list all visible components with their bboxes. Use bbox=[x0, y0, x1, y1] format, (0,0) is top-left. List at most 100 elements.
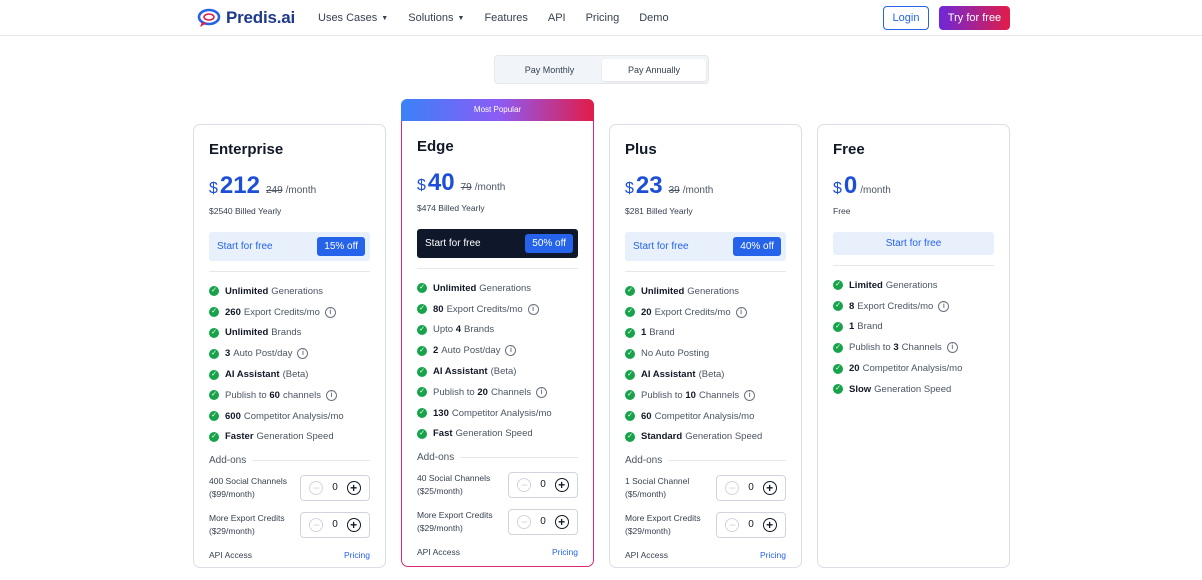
info-icon[interactable]: i bbox=[735, 306, 747, 318]
price-amount: 212 bbox=[219, 172, 260, 199]
billed-yearly: $2540 Billed Yearly bbox=[209, 206, 282, 216]
start-for-free-button[interactable]: Start for free bbox=[833, 232, 994, 255]
check-circle-icon: ✓ bbox=[833, 342, 843, 353]
price-row: $212 249/month bbox=[209, 172, 370, 199]
plan-card-plus: Plus $23 39/month $281 Billed Yearly Start f… bbox=[609, 124, 802, 568]
feature-item: ✓ Unlimited Generations bbox=[209, 281, 370, 302]
start-for-free-button[interactable]: Start for free 15% off bbox=[209, 232, 370, 261]
api-pricing-link[interactable]: Pricing bbox=[344, 550, 370, 561]
minus-icon[interactable]: − bbox=[517, 477, 532, 492]
nav-link-label: Features bbox=[484, 12, 528, 24]
info-icon[interactable]: i bbox=[324, 306, 336, 318]
feature-highlight: Fast bbox=[433, 428, 453, 440]
nav-link-pricing[interactable]: Pricing bbox=[586, 12, 620, 24]
feature-item: ✓ 60 Competitor Analysis/mo bbox=[625, 406, 786, 427]
feature-text: Brand bbox=[649, 327, 675, 339]
start-for-free-button[interactable]: Start for free 40% off bbox=[625, 232, 786, 261]
info-icon[interactable]: i bbox=[946, 342, 958, 354]
divider bbox=[417, 268, 578, 269]
login-button[interactable]: Login bbox=[883, 6, 929, 30]
old-price: 79 bbox=[460, 182, 472, 193]
api-pricing-link[interactable]: Pricing bbox=[552, 547, 578, 558]
nav-link-label: Solutions bbox=[408, 12, 454, 24]
feature-highlight: 2 bbox=[433, 345, 439, 357]
nav-links: Uses Cases ▼ Solutions ▼ Features API Pricing D… bbox=[318, 12, 689, 24]
feature-item: ✓ 1 Brand bbox=[625, 323, 786, 344]
minus-icon[interactable]: − bbox=[725, 480, 740, 495]
feature-item: ✓ Unlimited Brands bbox=[209, 323, 370, 344]
check-circle-icon: ✓ bbox=[625, 369, 635, 380]
try-for-free-button[interactable]: Try for free bbox=[939, 6, 1010, 30]
nav-link-demo[interactable]: Demo bbox=[639, 12, 668, 24]
api-access-row: API Access Pricing bbox=[417, 547, 578, 557]
plan-name: Enterprise bbox=[209, 141, 284, 158]
plus-icon[interactable]: + bbox=[762, 517, 777, 532]
check-circle-icon: ✓ bbox=[833, 363, 843, 374]
addon-price: ($29/month) bbox=[625, 525, 671, 536]
plan-name: Plus bbox=[625, 141, 657, 158]
feature-list: ✓ Unlimited Generations ✓ 80 Export Credits/m… bbox=[417, 278, 578, 444]
feature-text: channels bbox=[282, 389, 321, 401]
pay-monthly-option[interactable]: Pay Monthly bbox=[524, 65, 575, 75]
start-for-free-button[interactable]: Start for free 50% off bbox=[417, 229, 578, 258]
logo[interactable]: Predis.ai bbox=[197, 8, 295, 28]
plus-icon[interactable]: + bbox=[554, 514, 569, 529]
info-icon[interactable]: i bbox=[527, 303, 539, 315]
nav-link-solutions[interactable]: Solutions ▼ bbox=[408, 12, 464, 24]
info-icon[interactable]: i bbox=[325, 389, 337, 401]
feature-highlight: Slow bbox=[849, 383, 872, 395]
feature-list: ✓ Unlimited Generations ✓ 260 Export Credits/… bbox=[209, 281, 370, 447]
cta-label: Start for free bbox=[885, 238, 942, 249]
feature-item: ✓ Slow Generation Speed bbox=[833, 379, 994, 400]
addon-name: More Export Credits bbox=[209, 512, 285, 523]
addon-row: More Export Credits ($29/month) −0 + bbox=[209, 509, 370, 540]
check-circle-icon: ✓ bbox=[417, 366, 427, 377]
nav-link-uses-cases[interactable]: Uses Cases ▼ bbox=[318, 12, 388, 24]
pay-annually-option[interactable]: Pay Annually bbox=[602, 59, 706, 81]
divider bbox=[460, 457, 578, 459]
chevron-down-icon: ▼ bbox=[381, 15, 389, 22]
minus-icon[interactable]: − bbox=[517, 514, 532, 529]
top-navbar: Predis.ai Uses Cases ▼ Solutions ▼ Features A… bbox=[0, 0, 1202, 36]
minus-icon[interactable]: − bbox=[309, 480, 324, 495]
feature-text: Brand bbox=[857, 321, 883, 333]
feature-item: ✓ Limited Generations bbox=[833, 275, 994, 296]
divider bbox=[252, 460, 370, 462]
feature-prefix: Publish to bbox=[641, 389, 683, 401]
nav-link-features[interactable]: Features bbox=[484, 12, 527, 24]
plus-icon[interactable]: + bbox=[346, 517, 361, 532]
plan-name: Edge bbox=[417, 138, 454, 155]
plus-icon[interactable]: + bbox=[554, 477, 569, 492]
plan-card-content: Edge $40 79/month $474 Billed Yearly Start f… bbox=[417, 138, 578, 557]
info-icon[interactable]: i bbox=[505, 345, 517, 357]
minus-icon[interactable]: − bbox=[309, 517, 324, 532]
nav-link-api[interactable]: API bbox=[548, 12, 566, 24]
feature-item: ✓ Publish to 60 channels i bbox=[209, 385, 370, 406]
addon-label: More Export Credits ($29/month) bbox=[417, 509, 493, 535]
quantity-stepper: −0 + bbox=[716, 511, 786, 538]
info-icon[interactable]: i bbox=[297, 348, 309, 360]
cta-label: Start for free bbox=[633, 241, 689, 252]
minus-icon[interactable]: − bbox=[725, 517, 740, 532]
check-circle-icon: ✓ bbox=[417, 283, 427, 294]
feature-text: No Auto Posting bbox=[641, 348, 710, 360]
feature-item: ✓ 80 Export Credits/mo i bbox=[417, 299, 578, 320]
feature-text: Generations bbox=[271, 285, 324, 297]
price-currency: $ bbox=[625, 180, 634, 197]
quantity-stepper: −0 + bbox=[300, 474, 370, 501]
price-currency: $ bbox=[209, 180, 218, 197]
info-icon[interactable]: i bbox=[536, 386, 548, 398]
feature-list: ✓ Limited Generations ✓ 8 Export Credits/mo i ✓… bbox=[833, 275, 994, 400]
plus-icon[interactable]: + bbox=[346, 480, 361, 495]
addons-heading: Add-ons bbox=[209, 455, 370, 466]
info-icon[interactable]: i bbox=[744, 389, 756, 401]
nav-link-label: API bbox=[547, 12, 566, 24]
nav-link-label: Pricing bbox=[585, 12, 620, 24]
feature-text: Brands bbox=[271, 327, 302, 339]
api-pricing-link[interactable]: Pricing bbox=[760, 550, 786, 561]
feature-text: Generation Speed bbox=[256, 431, 334, 443]
feature-highlight: Unlimited bbox=[433, 282, 477, 294]
plus-icon[interactable]: + bbox=[762, 480, 777, 495]
info-icon[interactable]: i bbox=[938, 300, 950, 312]
price-period: /month bbox=[285, 185, 317, 196]
